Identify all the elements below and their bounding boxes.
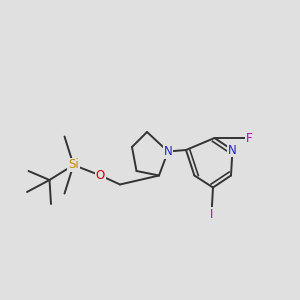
Text: Si: Si [68,158,79,172]
Text: I: I [210,208,213,221]
Text: O: O [96,169,105,182]
Text: N: N [228,143,237,157]
Text: N: N [164,145,172,158]
Text: F: F [246,131,252,145]
